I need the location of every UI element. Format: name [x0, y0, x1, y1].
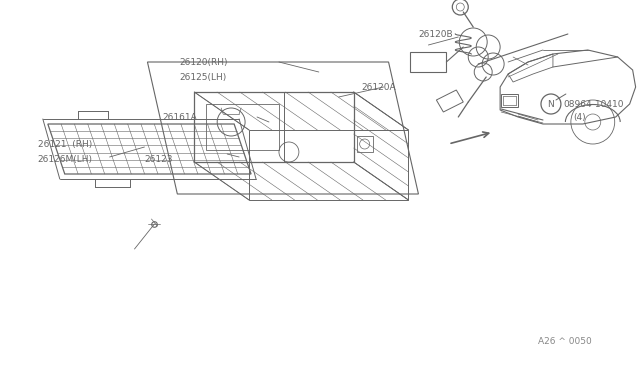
Text: A26 ^ 0050: A26 ^ 0050: [538, 337, 592, 346]
Text: 26120B: 26120B: [419, 29, 453, 38]
Bar: [356, 136, 372, 152]
Text: 26120(RH): 26120(RH): [179, 58, 228, 67]
Bar: [410, 52, 446, 72]
Text: (4): (4): [573, 112, 586, 122]
Text: 08964-10410: 08964-10410: [563, 99, 623, 109]
Text: 26120A: 26120A: [362, 83, 396, 92]
Text: N: N: [548, 99, 554, 109]
Text: 26123: 26123: [145, 154, 173, 164]
Text: 26161A: 26161A: [163, 112, 197, 122]
Text: 26126M(LH): 26126M(LH): [38, 154, 93, 164]
Text: 26121  (RH): 26121 (RH): [38, 140, 92, 148]
Text: 26125(LH): 26125(LH): [179, 73, 227, 81]
